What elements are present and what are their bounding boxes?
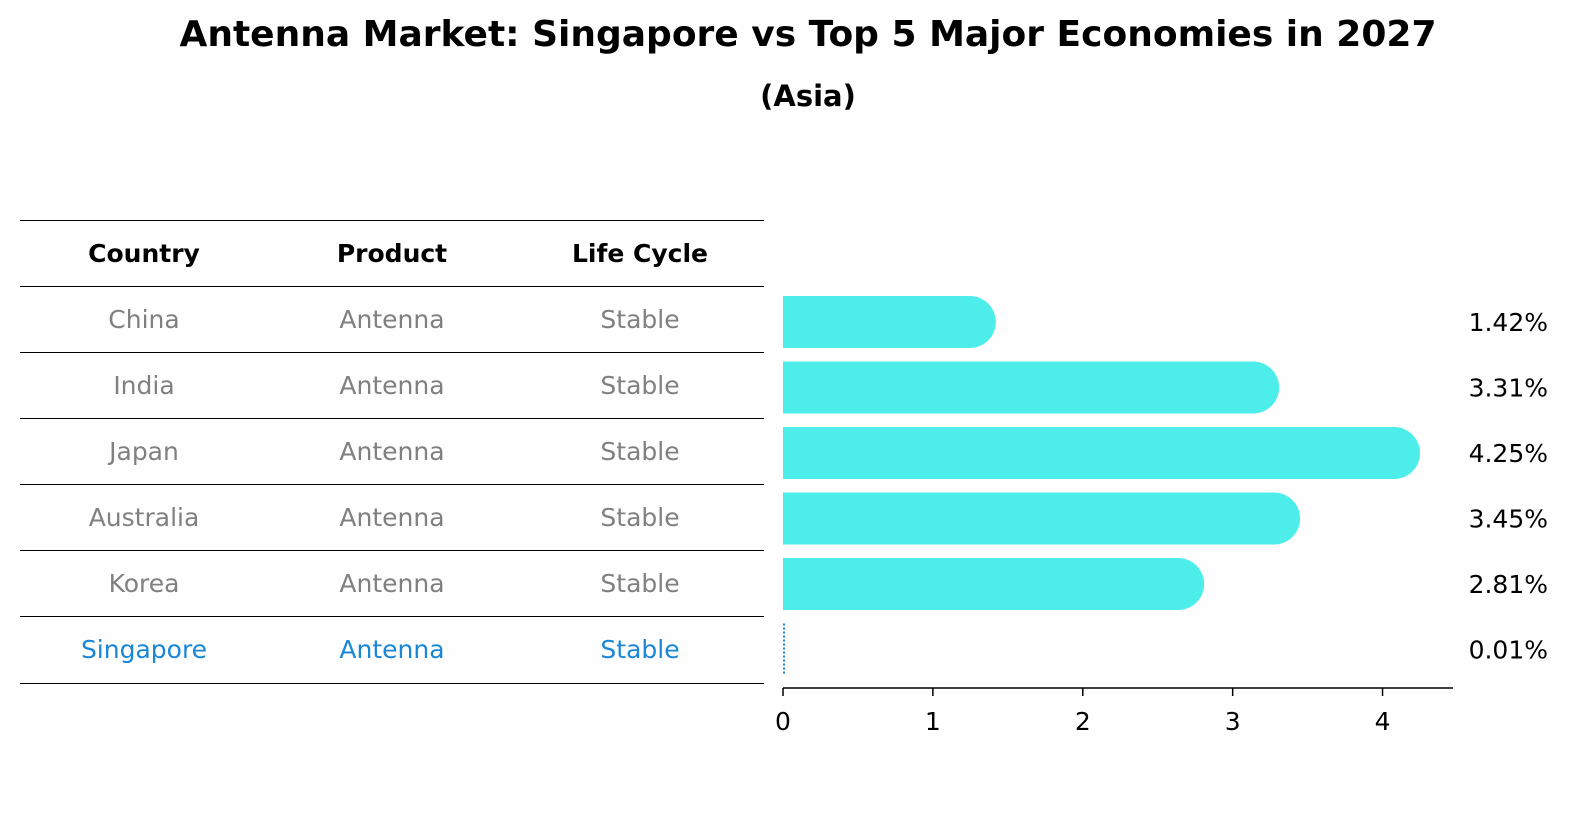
life-cycle-cell: Stable	[600, 635, 680, 665]
x-tick-label: 1	[925, 707, 941, 736]
x-tick-label: 2	[1075, 707, 1091, 736]
table-row: Australia Antenna Stable	[20, 484, 764, 550]
table-row: China Antenna Stable	[20, 286, 764, 352]
life-cycle-cell: Stable	[600, 305, 680, 334]
chart-title: Antenna Market: Singapore vs Top 5 Major…	[179, 14, 1437, 55]
table-row-highlighted: Singapore Antenna Stable	[20, 616, 764, 684]
header-country: Country	[88, 239, 200, 268]
table-row: Japan Antenna Stable	[20, 418, 764, 484]
value-label: 3.45%	[1469, 505, 1548, 534]
chart-subtitle: (Asia)	[760, 79, 856, 113]
x-tick-label: 4	[1375, 707, 1391, 736]
bar	[783, 558, 1205, 610]
table-row: India Antenna Stable	[20, 352, 764, 418]
x-tick-label: 0	[775, 707, 791, 736]
country-cell: Korea	[108, 569, 180, 598]
value-label: 3.31%	[1469, 374, 1548, 403]
life-cycle-cell: Stable	[600, 371, 680, 400]
data-table: Country Product Life Cycle China Antenna…	[20, 220, 764, 684]
value-label: 1.42%	[1469, 308, 1548, 337]
value-label: 2.81%	[1469, 570, 1548, 599]
bar	[783, 361, 1280, 414]
country-cell: China	[108, 305, 180, 334]
country-cell: Australia	[88, 503, 200, 532]
life-cycle-cell: Stable	[600, 503, 680, 532]
bar	[783, 296, 996, 348]
life-cycle-cell: Stable	[600, 437, 680, 466]
bar	[783, 427, 1421, 479]
product-cell: Antenna	[339, 437, 445, 466]
header-product: Product	[336, 239, 448, 268]
life-cycle-cell: Stable	[600, 569, 680, 598]
table-row: Korea Antenna Stable	[20, 550, 764, 616]
header-life-cycle: Life Cycle	[571, 239, 709, 268]
country-cell: Japan	[109, 437, 179, 466]
country-cell: India	[113, 371, 175, 400]
value-label: 4.25%	[1469, 439, 1548, 468]
product-cell: Antenna	[339, 635, 445, 665]
value-label: 0.01%	[1469, 636, 1548, 665]
product-cell: Antenna	[339, 371, 445, 400]
product-cell: Antenna	[339, 305, 445, 334]
bar	[783, 492, 1301, 545]
table-header-row: Country Product Life Cycle	[20, 220, 764, 286]
country-cell: Singapore	[80, 635, 208, 665]
product-cell: Antenna	[339, 569, 445, 598]
product-cell: Antenna	[339, 503, 445, 532]
x-tick-label: 3	[1225, 707, 1241, 736]
